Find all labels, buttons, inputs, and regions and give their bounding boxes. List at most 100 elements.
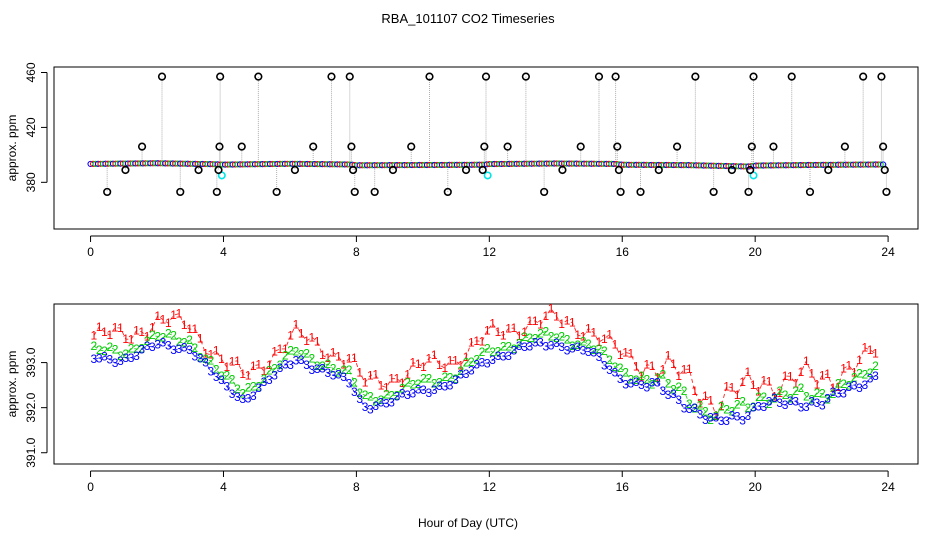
- series-2-point: 2: [643, 373, 650, 387]
- series-1-point: 1: [186, 322, 193, 336]
- series-3-point: 3: [133, 349, 140, 363]
- series-1-point: 1: [622, 345, 629, 359]
- series-1-point: 1: [372, 368, 379, 382]
- spike-point: [370, 187, 379, 197]
- series-2-point: 2: [160, 331, 167, 345]
- series-3-point: 3: [628, 377, 635, 391]
- spike-point: [290, 165, 300, 175]
- series-1-point: 1: [558, 317, 565, 331]
- series-3-point: 3: [649, 375, 656, 389]
- series-1-point: 1: [218, 352, 225, 366]
- series-1-point: 1: [197, 331, 204, 345]
- series-3-point: 3: [798, 401, 805, 415]
- series-3-point: 3: [787, 394, 794, 408]
- series-3-point: 3: [239, 392, 246, 406]
- series-1-point: 1: [192, 322, 199, 336]
- series-1-point: 1: [250, 359, 257, 373]
- series-2-point: 2: [298, 347, 305, 361]
- series-1-point: 1: [643, 358, 650, 372]
- series-2-point: 2: [271, 361, 278, 375]
- spike-point: [672, 142, 682, 151]
- series-1-point: 1: [181, 318, 188, 332]
- series-1-point: 1: [441, 361, 448, 375]
- spike-point: [194, 165, 203, 175]
- panel-co2-raw-xtick-label: 4: [220, 245, 227, 259]
- series-1-point: 1: [734, 388, 741, 402]
- series-3-point: 3: [309, 363, 316, 377]
- series-3-point: 3: [739, 413, 746, 427]
- series-3-point: 3: [665, 388, 672, 402]
- series-3-point: 3: [255, 381, 262, 395]
- series-2-point: 2: [351, 376, 358, 390]
- series-1-point: 1: [234, 354, 241, 368]
- series-2-point: 2: [505, 340, 512, 354]
- spike-point: [215, 142, 224, 151]
- series-2-point: 2: [133, 342, 140, 356]
- series-2-point: 2: [303, 347, 310, 361]
- series-3-point: 3: [569, 342, 576, 356]
- series-2-point: 2: [319, 359, 326, 373]
- series-2-point: 2: [186, 333, 193, 347]
- series-2-point: 2: [601, 344, 608, 358]
- spike-point: [558, 165, 567, 175]
- series-3-point: 3: [489, 353, 496, 367]
- series-3-point: 3: [840, 386, 847, 400]
- series-3-point: 3: [760, 400, 767, 414]
- series-1-point: 1: [208, 348, 215, 362]
- series-3-point: 3: [532, 335, 539, 349]
- series-3-point: 3: [192, 349, 199, 363]
- panel-co2-raw-xtick-label: 0: [87, 245, 94, 259]
- series-3-point: 3: [351, 385, 358, 399]
- panel-co2-raw-ytick-label: 420: [24, 117, 38, 137]
- series-3-point: 3: [122, 351, 129, 365]
- series-2-point: 2: [787, 391, 794, 405]
- spike-point: [425, 72, 434, 81]
- series-2-point: 2: [431, 376, 438, 390]
- series-2-point: 2: [96, 343, 103, 357]
- spike-point: [594, 72, 604, 81]
- series-2-point: 2: [617, 361, 624, 375]
- series-2-point: 2: [675, 380, 682, 394]
- series-2-point: 2: [734, 397, 741, 411]
- series-1-point: 1: [138, 325, 145, 339]
- series-1-point: 1: [447, 353, 454, 367]
- series-1-point: 1: [516, 329, 523, 343]
- panel-co2-raw-xtick-label: 24: [881, 245, 895, 259]
- series-1-point: 1: [590, 326, 597, 340]
- series-2-point: 2: [851, 370, 858, 384]
- series-1-point: 1: [144, 330, 151, 344]
- series-1-point: 1: [776, 386, 783, 400]
- series-2-point: 2: [649, 377, 656, 391]
- series-3-point: 3: [500, 349, 507, 363]
- series-1-point: 1: [255, 358, 262, 372]
- series-2-point: 2: [314, 359, 321, 373]
- series-2-point: 2: [846, 379, 853, 393]
- series-2-point: 2: [293, 345, 300, 359]
- series-3-point: 3: [128, 351, 135, 365]
- panel-co2-series-ylabel: approx. ppm: [5, 351, 19, 418]
- series-2-point: 2: [659, 368, 666, 382]
- series-1-point: 1: [229, 355, 236, 369]
- series-1-point: 1: [819, 368, 826, 382]
- series-3-point: 3: [872, 369, 879, 383]
- spike-point: [137, 142, 147, 151]
- series-3-point: 3: [697, 407, 704, 421]
- series-3-point: 3: [356, 392, 363, 406]
- series-2-point: 2: [606, 353, 613, 367]
- series-2-point: 2: [106, 340, 113, 354]
- spike-point: [691, 72, 700, 81]
- series-1-point: 1: [399, 376, 406, 390]
- series-2-point: 2: [718, 400, 725, 414]
- series-3-point: 3: [670, 387, 677, 401]
- series-3-point: 3: [186, 343, 193, 357]
- series-1-point: 1: [436, 358, 443, 372]
- series-1-point: 1: [707, 393, 714, 407]
- series-1-point: 1: [766, 375, 773, 389]
- series-2-point: 2: [585, 337, 592, 351]
- series-1-point: 1: [404, 367, 411, 381]
- series-2-point: 2: [425, 372, 432, 386]
- series-2-point: 2: [771, 392, 778, 406]
- series-1-point: 1: [293, 318, 300, 332]
- panel-co2-raw-x-axis: 0 4 8 12 16 20 24: [87, 235, 895, 259]
- series-2-point: 2: [223, 369, 230, 383]
